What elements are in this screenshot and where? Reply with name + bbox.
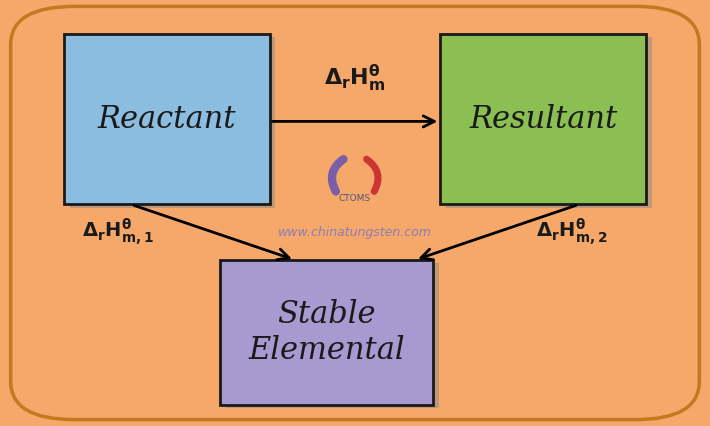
FancyBboxPatch shape	[440, 34, 646, 204]
Text: CTOMS: CTOMS	[339, 193, 371, 203]
Text: $\mathbf{\Delta_rH_{m,2}^{\theta}}$: $\mathbf{\Delta_rH_{m,2}^{\theta}}$	[536, 217, 608, 248]
Text: $\mathbf{\Delta_rH_{m,1}^{\theta}}$: $\mathbf{\Delta_rH_{m,1}^{\theta}}$	[82, 217, 153, 248]
Text: Reactant: Reactant	[97, 104, 236, 135]
FancyBboxPatch shape	[226, 263, 439, 408]
Text: 🔥: 🔥	[346, 167, 364, 196]
FancyBboxPatch shape	[446, 37, 652, 208]
FancyBboxPatch shape	[64, 34, 270, 204]
Text: www.chinatungsten.com: www.chinatungsten.com	[278, 226, 432, 239]
Text: $\mathbf{\Delta_rH_m^{\theta}}$: $\mathbf{\Delta_rH_m^{\theta}}$	[324, 63, 386, 95]
Text: Stable
Elemental: Stable Elemental	[248, 299, 405, 366]
FancyBboxPatch shape	[220, 260, 433, 405]
Text: Resultant: Resultant	[469, 104, 617, 135]
FancyBboxPatch shape	[70, 37, 275, 208]
FancyBboxPatch shape	[11, 6, 699, 420]
